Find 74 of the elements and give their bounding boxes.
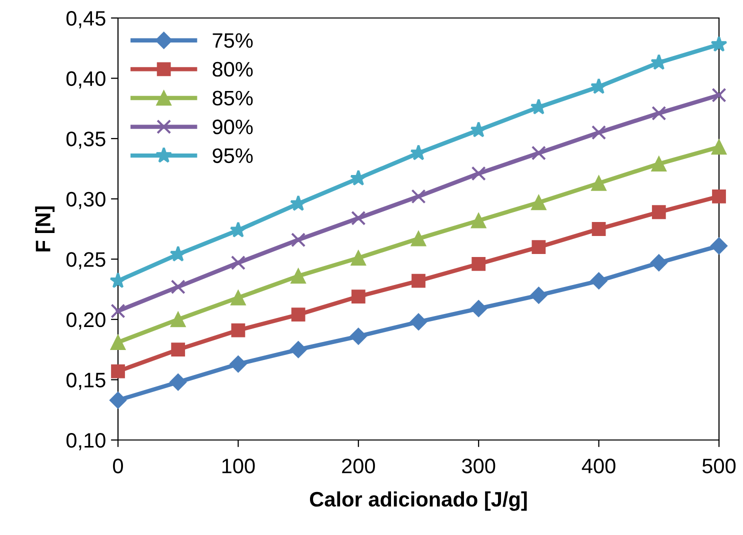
point: [109, 392, 127, 409]
point: [410, 231, 426, 246]
point: [350, 170, 367, 186]
point: [590, 78, 608, 94]
y-axis-title: F [N]: [35, 206, 55, 252]
x-tick-label: 300: [462, 458, 496, 474]
point: [110, 304, 126, 318]
y-tick-label: 0,40: [66, 71, 106, 88]
point: [651, 156, 667, 172]
x-tick-label: 0: [113, 458, 123, 474]
x-tick-label: 200: [342, 458, 375, 474]
point: [351, 210, 366, 226]
point: [412, 274, 426, 288]
point: [350, 250, 366, 266]
point: [470, 121, 487, 138]
point: [530, 286, 548, 304]
point: [472, 257, 486, 271]
legend-label: 95%: [212, 148, 253, 164]
point: [712, 88, 726, 102]
point: [590, 272, 608, 290]
point: [170, 374, 187, 391]
y-tick-label: 0,30: [66, 192, 106, 210]
legend-label: 85%: [212, 90, 253, 106]
point: [410, 313, 428, 330]
point: [170, 312, 186, 328]
point: [410, 144, 427, 160]
point: [350, 328, 367, 345]
point: [470, 300, 488, 318]
point: [230, 355, 247, 373]
x-tick-label: 100: [222, 458, 255, 474]
point: [710, 36, 728, 52]
y-tick-label: 0,45: [66, 11, 106, 28]
point: [710, 237, 728, 254]
point: [652, 205, 666, 220]
legend-label: 80%: [212, 62, 253, 77]
point: [110, 334, 126, 350]
y-tick-label: 0,15: [66, 372, 106, 390]
y-tick-label: 0,10: [66, 433, 106, 450]
point: [532, 240, 546, 254]
point: [291, 232, 306, 248]
point: [230, 290, 246, 306]
legend-label: 90%: [212, 120, 253, 134]
point: [470, 212, 486, 228]
point: [592, 125, 606, 140]
y-tick-label: 0,25: [66, 252, 106, 270]
point: [290, 341, 307, 358]
point: [170, 246, 186, 262]
point: [652, 106, 666, 121]
point: [471, 166, 486, 181]
y-tick-label: 0,20: [66, 312, 106, 330]
point: [170, 280, 186, 294]
y-tick-label: 0,35: [66, 132, 106, 149]
point: [171, 342, 186, 357]
point: [531, 194, 546, 210]
point: [230, 222, 247, 238]
point: [290, 194, 307, 211]
point: [290, 268, 306, 284]
point: [231, 323, 246, 338]
point: [351, 290, 366, 304]
point: [531, 146, 546, 160]
point: [650, 254, 668, 272]
point: [111, 364, 125, 378]
point: [592, 222, 606, 236]
x-tick-label: 400: [582, 458, 616, 474]
point: [230, 255, 246, 270]
x-axis-title: Calor adicionado [J/g]: [310, 491, 527, 511]
point: [291, 308, 306, 322]
point: [711, 139, 727, 155]
legend-label: 75%: [212, 33, 253, 48]
x-tick-label: 500: [702, 458, 736, 474]
point: [411, 189, 426, 204]
point: [712, 190, 726, 204]
point: [110, 272, 126, 288]
point: [591, 176, 606, 191]
